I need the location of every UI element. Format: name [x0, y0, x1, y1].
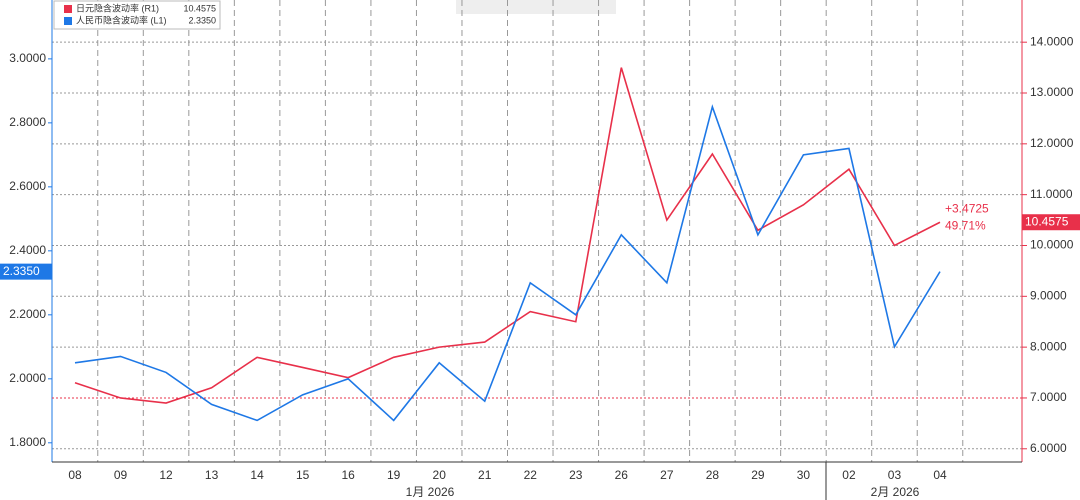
y-tick-label: 2.2000 — [9, 307, 46, 321]
legend-swatch — [64, 17, 72, 25]
legend-value: 2.3350 — [188, 15, 216, 25]
y2-tick-label: 13.0000 — [1030, 85, 1074, 99]
x-tick-label: 29 — [751, 468, 765, 482]
legend-label: 人民币隐含波动率 (L1) — [76, 14, 167, 25]
x-tick-label: 19 — [387, 468, 401, 482]
legend-label: 日元隐含波动率 (R1) — [76, 2, 159, 13]
series-line — [74, 67, 941, 404]
x-tick-label: 22 — [524, 468, 538, 482]
x-tick-label: 09 — [114, 468, 128, 482]
month-label: 1月 2026 — [406, 485, 455, 499]
toolbar — [456, 0, 616, 14]
x-tick-label: 28 — [706, 468, 720, 482]
x-tick-label: 26 — [615, 468, 629, 482]
x-tick-label: 02 — [842, 468, 856, 482]
x-tick-label: 23 — [569, 468, 583, 482]
x-tick-label: 21 — [478, 468, 492, 482]
y-tick-label: 2.8000 — [9, 115, 46, 129]
last-value-label: 2.3350 — [3, 264, 40, 278]
x-tick-label: 16 — [341, 468, 355, 482]
x-tick-label: 15 — [296, 468, 310, 482]
x-tick-label: 04 — [933, 468, 947, 482]
x-tick-label: 14 — [250, 468, 264, 482]
annotation: +3.4725 — [945, 201, 989, 215]
x-tick-label: 20 — [433, 468, 447, 482]
y2-tick-label: 14.0000 — [1030, 34, 1074, 48]
legend-swatch — [64, 5, 72, 13]
y-tick-label: 2.0000 — [9, 371, 46, 385]
x-tick-label: 27 — [660, 468, 674, 482]
y2-tick-label: 12.0000 — [1030, 136, 1074, 150]
y-tick-label: 2.6000 — [9, 179, 46, 193]
y-tick-label: 1.8000 — [9, 435, 46, 449]
y2-tick-label: 9.0000 — [1030, 288, 1067, 302]
y2-tick-label: 8.0000 — [1030, 339, 1067, 353]
x-tick-label: 30 — [797, 468, 811, 482]
y2-tick-label: 11.0000 — [1030, 187, 1073, 201]
x-tick-label: 12 — [159, 468, 173, 482]
last-value-label: 10.4575 — [1025, 214, 1069, 228]
legend-value: 10.4575 — [183, 3, 216, 13]
y2-tick-label: 10.0000 — [1030, 238, 1074, 252]
y2-tick-label: 6.0000 — [1030, 441, 1067, 455]
annotation: 49.71% — [945, 218, 986, 232]
month-label: 2月 2026 — [871, 485, 920, 499]
last-value-box — [1022, 214, 1080, 231]
legend: 日元隐含波动率 (R1) 10.4575 人民币隐含波动率 (L1) 2.3350 — [53, 0, 221, 30]
y2-tick-label: 7.0000 — [1030, 390, 1067, 404]
y-tick-label: 3.0000 — [9, 51, 46, 65]
y-tick-label: 2.4000 — [9, 243, 46, 257]
x-tick-label: 08 — [68, 468, 82, 482]
x-tick-label: 13 — [205, 468, 219, 482]
toolbar-bg — [456, 0, 616, 14]
last-value-box — [0, 263, 52, 280]
x-tick-label: 03 — [888, 468, 902, 482]
legend-box — [53, 0, 221, 30]
series-line — [74, 104, 941, 422]
